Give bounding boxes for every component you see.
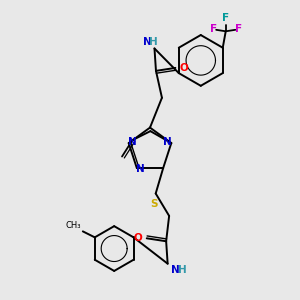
Text: O: O [134,233,142,243]
Text: N: N [128,137,137,147]
Text: O: O [180,63,188,73]
Text: S: S [151,199,158,209]
Text: F: F [210,24,217,34]
Text: N: N [136,164,145,174]
Text: F: F [222,13,229,23]
Text: H: H [178,265,187,275]
Text: H: H [149,37,158,47]
Text: F: F [235,24,242,34]
Text: CH₃: CH₃ [66,221,81,230]
Text: N: N [142,37,152,47]
Text: N: N [163,137,172,147]
Text: N: N [171,265,179,275]
